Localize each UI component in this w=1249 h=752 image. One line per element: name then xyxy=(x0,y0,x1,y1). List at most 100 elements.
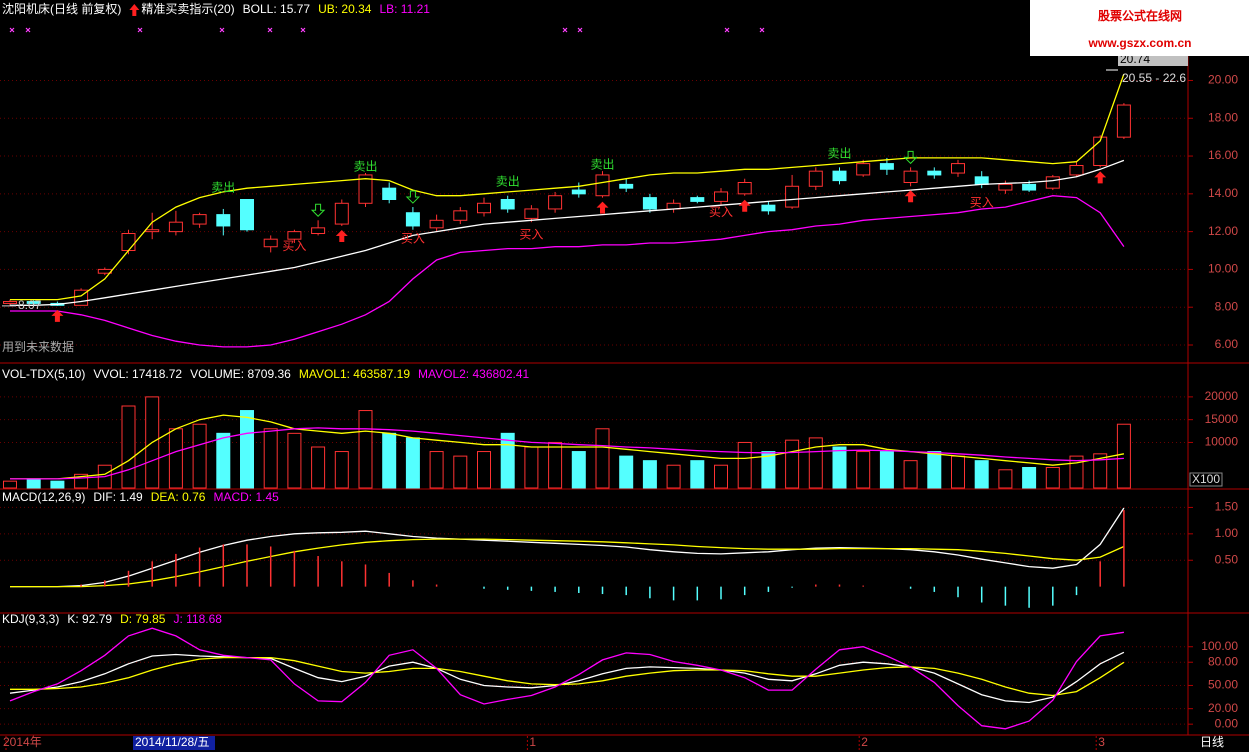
volume-bar xyxy=(690,460,705,489)
buy-arrow xyxy=(596,201,609,214)
volume-bar xyxy=(666,464,681,489)
signal-marker xyxy=(219,27,225,33)
boll-line xyxy=(10,195,1125,348)
candle-body xyxy=(121,233,136,252)
boll-line xyxy=(10,73,1125,301)
signal-label: 卖出 xyxy=(590,158,614,172)
candle-body xyxy=(856,163,871,176)
watermark-url: www.gszx.com.cn xyxy=(1088,36,1192,50)
signal-label: 卖出 xyxy=(496,175,520,189)
volume-bar xyxy=(524,446,539,489)
legend-entry: VOLUME: 8709.36 xyxy=(190,367,291,381)
volume-bar xyxy=(334,451,349,489)
candle-body xyxy=(998,183,1013,191)
indicator-value: VVOL: 17418.72 xyxy=(93,367,182,381)
volume-bar xyxy=(26,478,41,489)
volume-bar xyxy=(1045,467,1060,489)
volume-bar xyxy=(571,451,586,489)
signal-label: 买入 xyxy=(709,205,733,219)
panel-title: 沈阳机床(日线 前复权) xyxy=(2,1,121,16)
legend-entry: D: 79.85 xyxy=(120,612,166,626)
candle-body xyxy=(358,174,373,204)
volume-bar xyxy=(405,437,420,489)
volume-bar xyxy=(311,446,326,489)
candle-body xyxy=(500,199,515,210)
volume-bar xyxy=(1093,453,1108,489)
signal-label: 买入 xyxy=(282,239,306,253)
candle-body xyxy=(737,181,752,195)
y-tick-label: 8.00 xyxy=(1215,299,1239,313)
signal-label: 卖出 xyxy=(211,180,235,194)
volume-bar xyxy=(951,455,965,489)
panel-title: MACD(12,26,9) xyxy=(2,490,85,504)
y-tick-label: 10.00 xyxy=(1208,262,1238,276)
legend-entry: MACD: 1.45 xyxy=(213,490,279,504)
price-marker-box xyxy=(1118,53,1188,66)
candle-body xyxy=(263,238,278,248)
signal-marker xyxy=(759,27,765,33)
candle-body xyxy=(524,208,539,219)
candle-body xyxy=(879,163,894,170)
candle-body xyxy=(714,191,728,202)
x-tick-label: 3 xyxy=(1098,735,1105,749)
y-tick-label: 1.50 xyxy=(1215,500,1239,514)
signal-marker xyxy=(267,27,273,33)
volume-bar xyxy=(50,480,65,489)
candle-body xyxy=(453,210,468,221)
y-tick-label: 80.00 xyxy=(1208,654,1238,668)
x-tick-label: 1 xyxy=(529,735,536,749)
volume-bar xyxy=(429,451,444,489)
y-tick-label: 1.00 xyxy=(1215,526,1239,540)
y-tick-label: 18.00 xyxy=(1208,110,1238,124)
candle-body xyxy=(903,170,918,183)
volume-bar xyxy=(1069,455,1084,489)
buy-arrow xyxy=(1094,171,1107,184)
candle-body xyxy=(619,183,634,189)
signal-marker xyxy=(724,27,730,33)
volume-bar xyxy=(121,405,136,489)
volume-bar xyxy=(737,441,752,489)
legend-entry: DIF: 1.49 xyxy=(93,490,143,504)
volume-bar xyxy=(785,439,800,489)
y-tick-label: 20000 xyxy=(1205,389,1239,403)
kdj-line xyxy=(9,627,1124,730)
x-tick-label: 2014年 xyxy=(3,735,42,749)
volume-bar xyxy=(1022,467,1037,489)
unit-box xyxy=(1189,472,1223,487)
sell-arrow xyxy=(903,150,918,165)
candle-body xyxy=(477,202,491,214)
future-note: 用到未来数据 xyxy=(2,339,74,354)
watermark-title: 股票公式在线网 xyxy=(1098,8,1182,23)
volume-bar xyxy=(548,441,563,489)
signal-label: 买入 xyxy=(519,228,543,242)
candle-body xyxy=(334,202,349,225)
y-tick-label: 20.00 xyxy=(1208,73,1238,87)
indicator-name: 精准买卖指示(20) xyxy=(141,1,234,16)
y-tick-label: 16.00 xyxy=(1208,148,1238,162)
volume-bar xyxy=(263,428,278,489)
candle-body xyxy=(192,214,207,225)
x-tick-label: 2 xyxy=(861,735,868,749)
volume-bar xyxy=(168,428,183,489)
candle-body xyxy=(808,170,823,187)
kdj-line xyxy=(10,656,1125,697)
signal-marker xyxy=(577,27,583,33)
volume-bar xyxy=(3,480,17,489)
y-tick-label: 20.00 xyxy=(1208,701,1238,715)
volume-bar xyxy=(642,460,657,489)
candle-body xyxy=(1069,164,1084,176)
volume-bar xyxy=(619,455,634,489)
volume-bar xyxy=(998,469,1013,489)
y-tick-label: 10000 xyxy=(1205,435,1239,449)
y-tick-label: 6.00 xyxy=(1215,337,1239,351)
candle-body xyxy=(145,229,160,233)
volume-bar xyxy=(216,432,231,489)
range-label: 20.55 - 22.6 xyxy=(1122,71,1186,85)
candle-body xyxy=(3,301,17,304)
buy-arrow xyxy=(904,190,917,203)
candle-body xyxy=(311,227,326,235)
y-tick-label: 12.00 xyxy=(1208,224,1238,238)
